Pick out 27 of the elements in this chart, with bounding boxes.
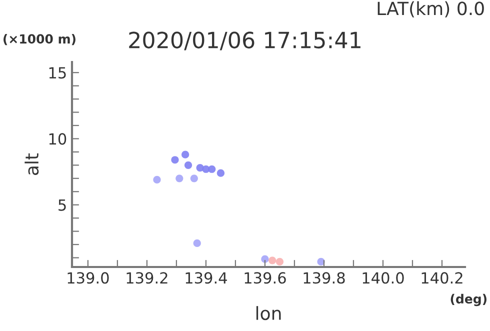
point [268,256,276,264]
point [176,174,184,182]
y-tick-label: 5 [58,200,66,211]
point [181,150,190,158]
point [208,165,216,173]
y-tick-label: 10 [49,133,66,145]
x-tick-label: 139.6 [244,272,286,284]
y-axis-title: alt [24,153,39,175]
point [184,161,192,169]
chart-title: 2020/01/06 17:15:41 [129,32,360,50]
x-tick-label: 140.0 [362,272,404,284]
point [276,258,284,266]
x-tick-label: 139.8 [304,272,345,284]
point [193,239,201,247]
point [216,169,225,177]
x-tick-label: 139.0 [68,272,109,284]
point [171,156,179,164]
x-tick-label: 139.2 [126,272,168,284]
x-tick-label: 139.4 [186,272,227,284]
point [190,174,198,182]
x-tick-label: 140.2 [422,272,462,284]
text: (deg) [450,294,486,306]
text: LAT(km) 0.0 [378,1,484,18]
y-tick-label: 15 [49,67,66,79]
text: (×1000 m) [4,34,76,46]
x-axis-title: lon [256,306,281,320]
point [153,176,161,184]
